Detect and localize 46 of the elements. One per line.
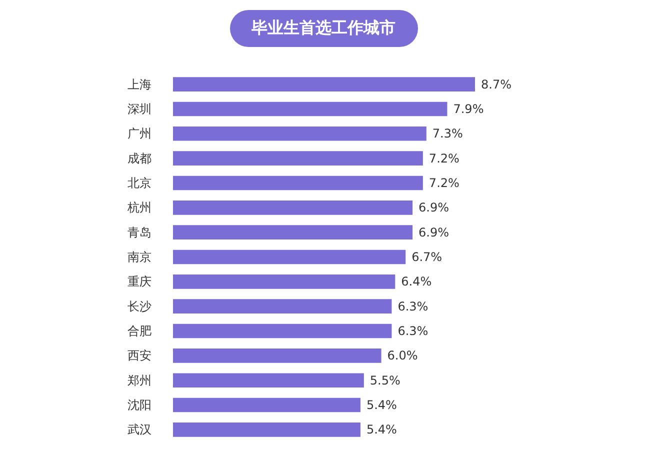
data-label: 7.9% [453, 102, 484, 116]
bar [173, 422, 360, 437]
bar [173, 299, 392, 314]
bar [173, 200, 413, 215]
data-label: 7.2% [428, 176, 460, 190]
y-tick-label: 北京 [128, 176, 152, 190]
bar [173, 324, 392, 338]
y-tick-label: 武汉 [128, 422, 152, 437]
bar [173, 102, 448, 116]
bar [173, 176, 423, 190]
y-tick-label: 青岛 [128, 225, 152, 240]
y-tick-label: 成都 [128, 151, 152, 166]
bar [173, 250, 406, 264]
y-tick-label: 深圳 [128, 102, 152, 116]
data-label: 7.3% [432, 126, 463, 141]
bar [173, 77, 475, 92]
y-tick-label: 广州 [128, 126, 152, 141]
data-label: 5.4% [366, 422, 397, 437]
data-label: 7.2% [428, 151, 460, 166]
data-label: 6.9% [418, 200, 450, 215]
bar [173, 274, 396, 289]
data-label: 5.5% [370, 373, 400, 388]
y-tick-label: 上海 [128, 77, 152, 92]
bar [173, 348, 382, 363]
data-label: 6.9% [418, 225, 450, 240]
y-tick-label: 西安 [128, 348, 152, 363]
bar [173, 398, 360, 412]
y-tick-label: 南京 [128, 250, 152, 264]
bar [173, 126, 426, 141]
y-tick-label: 沈阳 [128, 398, 152, 412]
y-tick-label: 郑州 [128, 373, 152, 388]
bar [173, 151, 423, 166]
data-label: 6.7% [412, 250, 442, 264]
bar [173, 225, 413, 240]
chart-title: 毕业生首选工作城市 [230, 10, 418, 47]
data-label: 5.4% [366, 398, 397, 412]
bar [173, 373, 364, 388]
y-tick-label: 合肥 [128, 324, 152, 338]
data-label: 6.3% [398, 324, 428, 338]
data-label: 6.4% [401, 274, 432, 289]
data-label: 6.0% [387, 348, 418, 363]
y-tick-label: 长沙 [128, 299, 152, 314]
data-label: 8.7% [481, 77, 512, 92]
y-tick-label: 杭州 [126, 200, 152, 215]
y-tick-label: 重庆 [128, 274, 152, 289]
data-label: 6.3% [398, 299, 428, 314]
